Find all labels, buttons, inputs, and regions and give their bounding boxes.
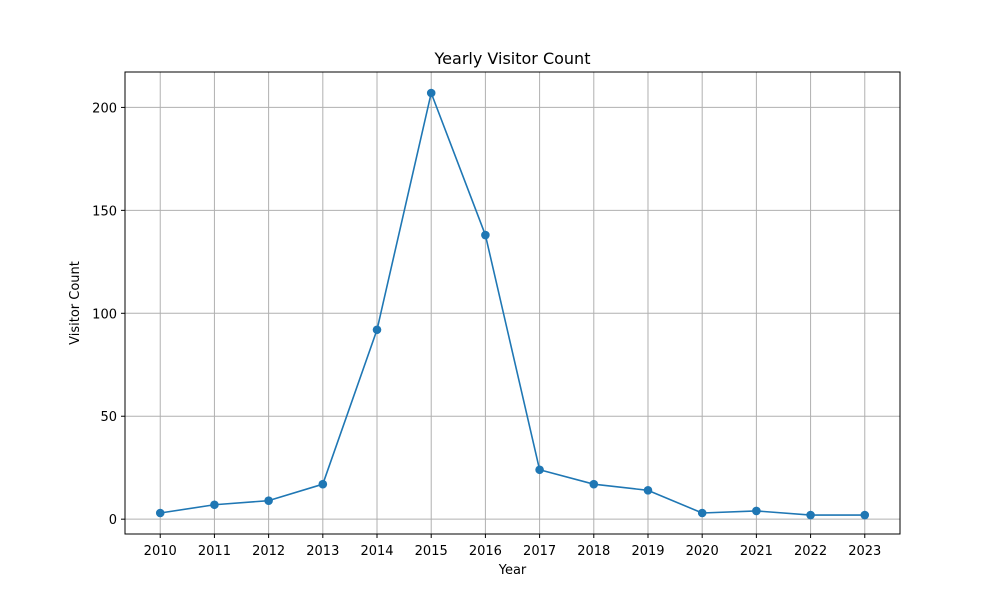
x-tick-label: 2014 xyxy=(360,544,393,559)
chart-title: Yearly Visitor Count xyxy=(434,49,591,68)
x-tick-label: 2016 xyxy=(469,544,502,559)
data-point-2022 xyxy=(806,510,815,520)
data-point-2010 xyxy=(155,508,165,518)
x-tick-label: 2022 xyxy=(794,544,827,559)
x-tick-label: 2015 xyxy=(415,544,448,559)
data-point-2013 xyxy=(318,479,328,489)
x-tick-label: 2021 xyxy=(740,544,773,559)
data-point-2012 xyxy=(264,496,273,505)
data-point-2018 xyxy=(589,479,599,489)
x-tick-label: 2011 xyxy=(198,544,231,559)
y-axis-label: Visitor Count xyxy=(68,261,83,345)
data-point-2021 xyxy=(752,506,761,516)
plot-frame xyxy=(124,71,901,535)
x-tick-label: 2019 xyxy=(631,544,664,559)
x-tick-label: 2018 xyxy=(577,544,610,559)
grid-lines xyxy=(125,72,900,534)
x-tick-label: 2013 xyxy=(306,544,339,559)
data-point-2014 xyxy=(372,325,382,335)
x-tick-label: 2020 xyxy=(686,544,719,559)
x-tick-label: 2017 xyxy=(523,544,556,559)
y-tick-label: 200 xyxy=(92,101,117,116)
data-point-2011 xyxy=(210,500,219,510)
y-tick-label: 150 xyxy=(92,204,117,219)
y-tick-label: 0 xyxy=(109,513,117,528)
data-point-2017 xyxy=(535,465,544,475)
data-point-2016 xyxy=(481,230,490,240)
data-point-2019 xyxy=(643,486,653,495)
x-tick-label: 2012 xyxy=(252,544,285,559)
axis-ticks: 2010 2011 2012 2013 2014 2015 2016 2017 2018 2019… xyxy=(92,101,881,559)
x-axis-label: Year xyxy=(498,563,527,578)
x-tick-label: 2023 xyxy=(848,544,881,559)
series-line xyxy=(160,92,865,516)
data-point-2023 xyxy=(860,510,870,520)
data-point-2015 xyxy=(426,88,436,98)
y-tick-label: 100 xyxy=(92,307,117,322)
data-point-2020 xyxy=(697,508,707,518)
x-tick-label: 2010 xyxy=(144,544,177,559)
series-visitor-count xyxy=(155,88,870,520)
y-tick-label: 50 xyxy=(100,410,117,425)
